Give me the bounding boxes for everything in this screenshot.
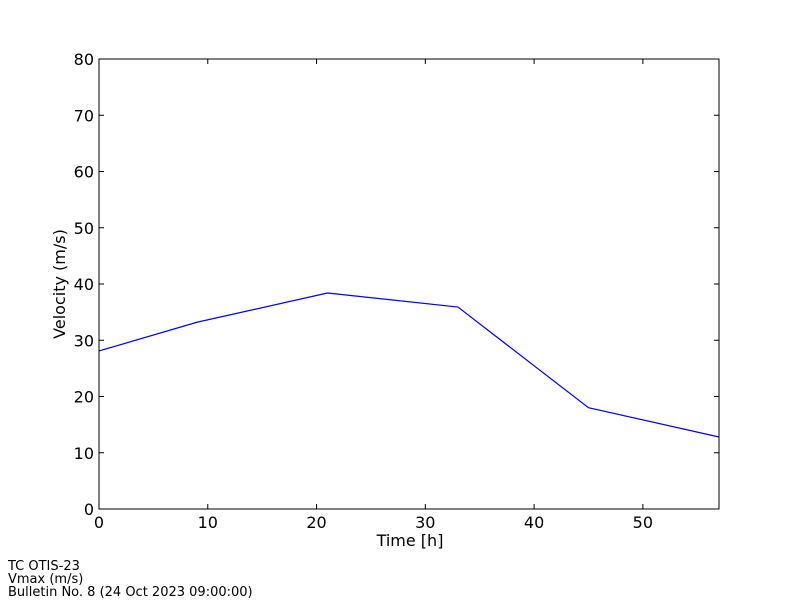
- y-tick-label: 20: [74, 388, 94, 407]
- y-axis-label: Velocity (m/s): [50, 229, 69, 339]
- footer-text: Bulletin No. 8 (24 Oct 2023 09:00:00): [8, 585, 253, 600]
- x-tick-label: 30: [415, 513, 435, 532]
- x-tick-label: 10: [198, 513, 218, 532]
- y-tick-label: 0: [84, 500, 94, 519]
- x-tick-label: 40: [524, 513, 544, 532]
- y-tick-label: 40: [74, 275, 94, 294]
- y-tick-label: 70: [74, 106, 94, 125]
- y-tick-label: 30: [74, 331, 94, 350]
- y-tick-label: 80: [74, 50, 94, 69]
- x-tick-label: 20: [306, 513, 326, 532]
- y-tick-label: 10: [74, 444, 94, 463]
- footer-text: Vmax (m/s): [8, 572, 83, 587]
- y-tick-label: 50: [74, 219, 94, 238]
- plot-frame: [98, 58, 720, 510]
- y-tick-label: 60: [74, 163, 94, 182]
- footer-text: TC OTIS-23: [7, 559, 80, 574]
- x-axis-label: Time [h]: [376, 531, 444, 550]
- x-tick-label: 50: [633, 513, 653, 532]
- line-series: [98, 292, 720, 438]
- x-tick-label: 0: [94, 513, 104, 532]
